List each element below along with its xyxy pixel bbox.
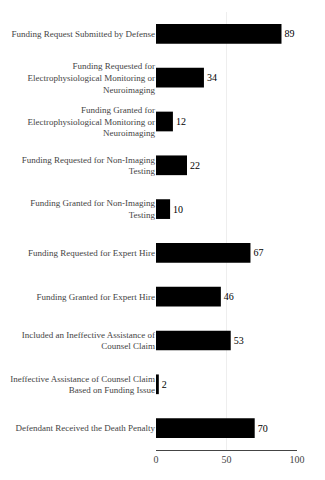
svg-text:50: 50 xyxy=(222,454,232,465)
svg-text:Funding Requested forElectroph: Funding Requested forElectrophysiologica… xyxy=(28,61,156,94)
svg-text:2: 2 xyxy=(162,379,167,390)
svg-text:12: 12 xyxy=(176,116,186,127)
svg-text:0: 0 xyxy=(154,454,159,465)
svg-text:Funding Granted for Expert Hir: Funding Granted for Expert Hire xyxy=(37,292,155,302)
svg-text:Ineffective Assistance of Coun: Ineffective Assistance of Counsel ClaimB… xyxy=(10,374,155,396)
svg-text:Funding Requested for Non-Imag: Funding Requested for Non-ImagingTesting xyxy=(22,155,156,177)
svg-text:53: 53 xyxy=(234,335,244,346)
svg-text:Funding Request Submitted by D: Funding Request Submitted by Defense xyxy=(12,29,156,39)
svg-text:34: 34 xyxy=(207,72,217,83)
svg-text:10: 10 xyxy=(173,204,183,215)
svg-text:70: 70 xyxy=(258,423,268,434)
svg-text:46: 46 xyxy=(224,291,234,302)
svg-text:Funding Requested for Expert H: Funding Requested for Expert Hire xyxy=(28,248,155,258)
svg-text:100: 100 xyxy=(290,454,305,465)
svg-text:Funding Granted for Non-Imagin: Funding Granted for Non-ImagingTesting xyxy=(30,198,155,220)
svg-text:67: 67 xyxy=(253,247,263,258)
svg-text:Funding Granted forElectrophys: Funding Granted forElectrophysiological … xyxy=(28,105,156,138)
svg-text:Defendant Received the Death P: Defendant Received the Death Penalty xyxy=(16,423,156,433)
svg-text:Included an Ineffective Assist: Included an Ineffective Assistance ofCou… xyxy=(22,330,155,352)
svg-text:89: 89 xyxy=(284,28,294,39)
svg-text:22: 22 xyxy=(190,160,200,171)
